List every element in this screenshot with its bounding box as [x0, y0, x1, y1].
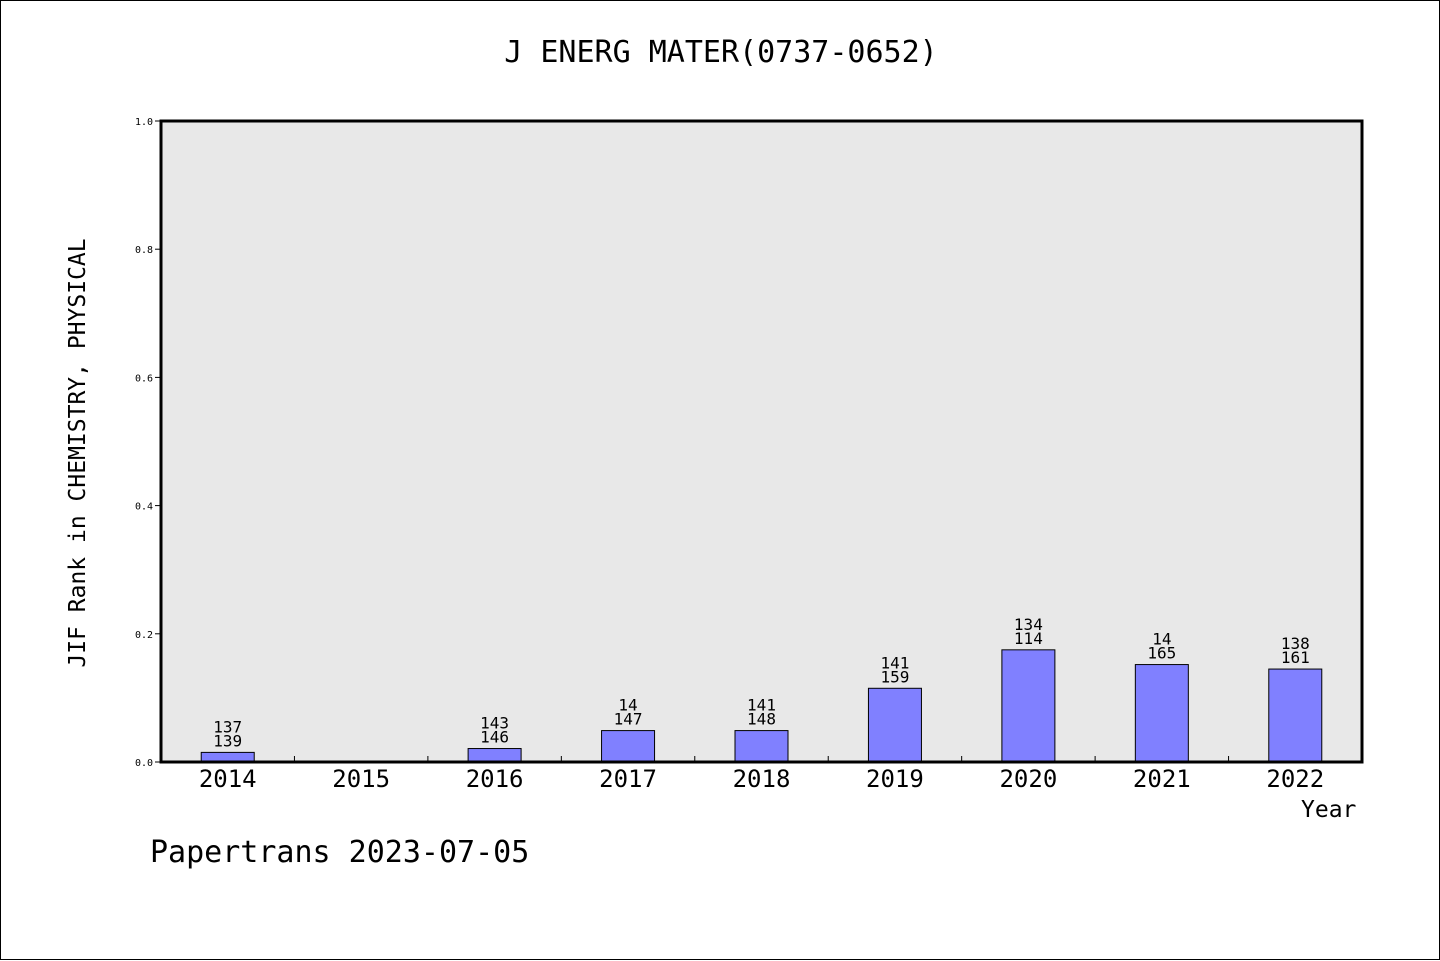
bar-label-top: 14 — [618, 696, 637, 715]
bar-label-top: 134 — [1014, 615, 1043, 634]
y-tick-label: 1.0 — [135, 117, 153, 128]
bar-2019 — [867, 687, 922, 763]
bar-label-bottom: 161 — [1281, 648, 1310, 667]
bar-label-top: 141 — [747, 696, 776, 715]
x-tick-label: 2018 — [733, 765, 791, 793]
bar-label-bottom: 146 — [480, 728, 509, 747]
bar-2020 — [1001, 649, 1056, 763]
bar-2017 — [601, 730, 656, 763]
y-tick-label: 0.6 — [135, 373, 153, 384]
x-tick-label: 2014 — [199, 765, 257, 793]
bar-label-bottom: 147 — [614, 710, 643, 729]
x-tick-label: 2015 — [332, 765, 390, 793]
bar-label-top: 143 — [480, 714, 509, 733]
plot-border — [159, 119, 1364, 764]
x-tick-label: 2019 — [866, 765, 924, 793]
bar-2022 — [1268, 668, 1323, 763]
y-tick-label: 0.2 — [135, 630, 153, 641]
bar-2016 — [467, 748, 522, 763]
y-tick-label: 0.4 — [135, 502, 153, 513]
x-tick-label: 2021 — [1133, 765, 1191, 793]
bar-2018 — [734, 730, 789, 763]
bar-label-top: 141 — [880, 653, 909, 672]
bar-label-top: 137 — [213, 717, 242, 736]
y-tick-label: 0.0 — [135, 758, 153, 769]
bar-label-top: 14 — [1152, 630, 1171, 649]
bar-2021 — [1134, 664, 1189, 763]
bar-label-bottom: 159 — [880, 667, 909, 686]
bar-label-bottom: 165 — [1147, 644, 1176, 663]
footer-watermark: Papertrans 2023-07-05 — [150, 835, 530, 870]
bar-label-bottom: 139 — [213, 731, 242, 750]
x-tick-label: 2022 — [1266, 765, 1324, 793]
chart-title: J ENERG MATER(0737-0652) — [504, 35, 938, 70]
bar-label-top: 138 — [1281, 634, 1310, 653]
y-tick-label: 0.8 — [135, 245, 153, 256]
bar-label-bottom: 114 — [1014, 629, 1043, 648]
x-tick-label: 2016 — [466, 765, 524, 793]
x-tick-label: 2020 — [999, 765, 1057, 793]
x-axis-label: Year — [1301, 797, 1357, 823]
bar-label-bottom: 148 — [747, 710, 776, 729]
plot-area — [161, 121, 1362, 762]
x-tick-label: 2017 — [599, 765, 657, 793]
